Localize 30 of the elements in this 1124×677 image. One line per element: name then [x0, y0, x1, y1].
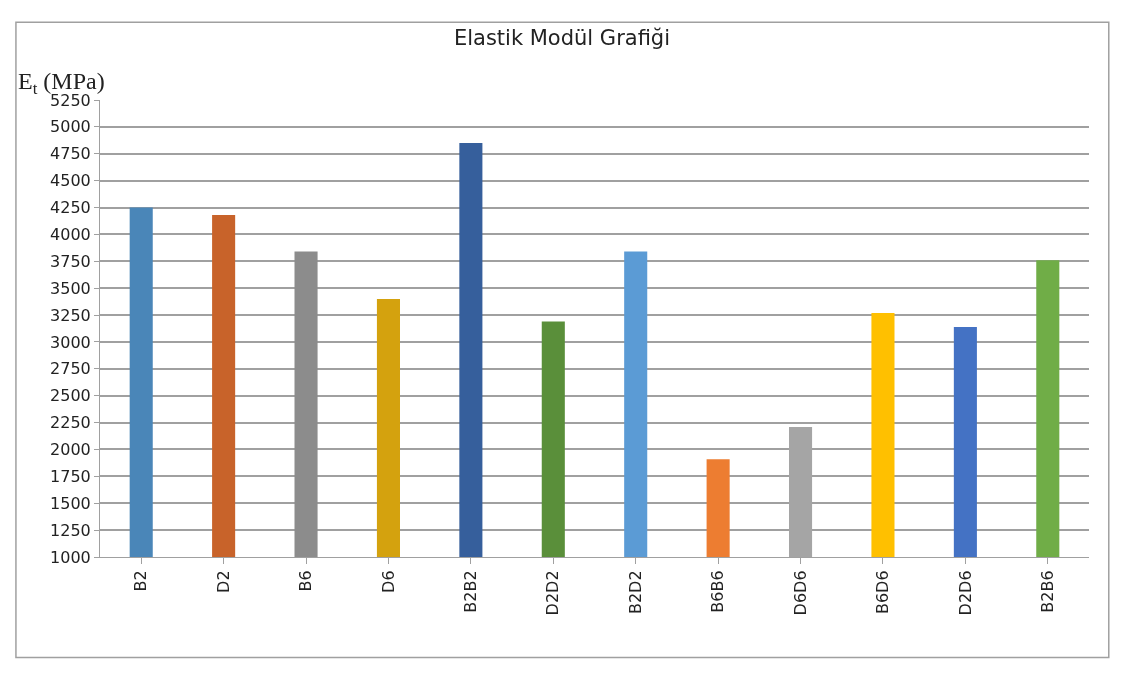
- x-tick-label: B2B2: [461, 570, 481, 613]
- y-tick-label: 5000: [50, 117, 91, 137]
- y-tick-label: 3500: [50, 278, 91, 298]
- y-tick-label: 4500: [50, 171, 91, 191]
- y-tick-label: 2250: [50, 413, 91, 433]
- y-tick-label: 3750: [50, 251, 91, 271]
- y-tick-label: 1500: [50, 493, 91, 513]
- y-tick-label: 4750: [50, 144, 91, 164]
- x-tick-label: D6: [378, 570, 398, 593]
- x-tick-label: B6: [296, 570, 316, 592]
- x-tick-label: B6D6: [873, 570, 893, 615]
- x-tick-label: B2: [131, 570, 151, 592]
- y-tick-label: 4250: [50, 198, 91, 218]
- y-tick-label: 3000: [50, 332, 91, 352]
- y-tick-label: 2750: [50, 359, 91, 379]
- y-tick-label: 2000: [50, 440, 91, 460]
- chart-title: Elastik Modül Grafiği: [453, 26, 671, 51]
- x-tick-label: B2D2: [625, 570, 645, 615]
- x-tick-label: D2D2: [543, 570, 563, 616]
- y-tick-label: 3250: [50, 305, 91, 325]
- x-tick-label: D6D6: [790, 570, 810, 616]
- x-tick-label: D2: [213, 570, 233, 593]
- x-tick-label: B2B6: [1037, 570, 1057, 613]
- y-tick-label: 1250: [50, 520, 91, 540]
- y-tick-label: 2500: [50, 386, 91, 406]
- x-tick-label: B6B6: [708, 570, 728, 613]
- y-tick-label: 1000: [50, 547, 91, 567]
- y-tick-label: 1750: [50, 466, 91, 486]
- y-tick-label: 4000: [50, 225, 91, 245]
- x-tick-label: D2D6: [955, 570, 975, 616]
